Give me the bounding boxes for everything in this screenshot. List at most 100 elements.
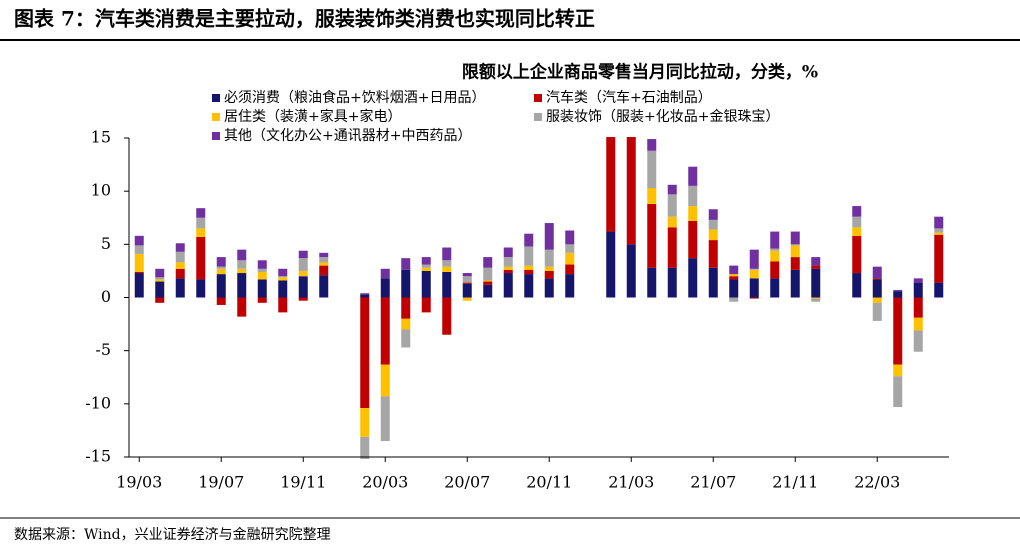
bar-segment xyxy=(503,247,513,258)
x-tick-label: 21/07 xyxy=(690,473,736,492)
bar-segment xyxy=(421,264,431,268)
bar-segment xyxy=(442,271,452,298)
bar-segment xyxy=(524,246,534,266)
bar-segment xyxy=(401,297,411,319)
bar-segment xyxy=(257,268,267,272)
bar-segment xyxy=(503,273,513,298)
bar-segment xyxy=(749,268,759,270)
bar-segment xyxy=(729,279,739,298)
bar-segment xyxy=(708,219,718,230)
bar-segment xyxy=(852,216,862,228)
bar-segment xyxy=(278,277,288,281)
bar-segment xyxy=(852,273,862,298)
legend-label: 必须消费（粮油食品+饮料烟酒+日用品） xyxy=(224,89,485,106)
bar-segment xyxy=(298,276,308,298)
bar-segment xyxy=(852,206,862,217)
x-tick-label: 20/03 xyxy=(362,473,408,492)
bar-segment xyxy=(913,317,923,331)
bar-segment xyxy=(893,364,903,377)
bar-segment xyxy=(852,227,862,236)
bar-segment xyxy=(872,266,882,279)
bar-segment xyxy=(134,273,144,298)
bar-segment xyxy=(483,267,493,281)
x-tick-label: 22/03 xyxy=(854,473,900,492)
bar-segment xyxy=(462,297,472,301)
bar-segment xyxy=(524,269,534,275)
bar-segment xyxy=(688,258,698,298)
bar-segment xyxy=(688,166,698,186)
bar-segment xyxy=(237,273,247,298)
bar-segment xyxy=(729,274,739,277)
bar-segment xyxy=(749,278,759,298)
bar-segment xyxy=(442,260,452,267)
bar-segment xyxy=(667,184,677,195)
bar-segment xyxy=(421,267,431,271)
bar-segment xyxy=(298,297,308,301)
x-tick-label: 21/11 xyxy=(772,473,818,492)
y-tick-label: -15 xyxy=(85,447,111,466)
bar-segment xyxy=(319,252,329,258)
bar-segment xyxy=(544,266,554,271)
bar-segment xyxy=(298,250,308,259)
bar-segment xyxy=(175,251,185,263)
bar-segment xyxy=(749,249,759,269)
bar-segment xyxy=(237,249,247,261)
bar-segment xyxy=(298,270,308,277)
bar-segment xyxy=(544,278,554,298)
bar-segment xyxy=(380,268,390,279)
bar-segment xyxy=(872,278,882,280)
bar-segment xyxy=(360,293,370,295)
bar-segment xyxy=(155,277,165,280)
bar-segment xyxy=(401,329,411,348)
bar-segment xyxy=(729,276,739,280)
bar-segment xyxy=(729,297,739,302)
bar-segment xyxy=(196,228,206,237)
bar-segment xyxy=(196,217,206,229)
bar-segment xyxy=(155,297,165,303)
bar-segment xyxy=(421,257,431,265)
bar-segment xyxy=(483,280,493,282)
bar-segment xyxy=(175,262,185,269)
bar-segment xyxy=(913,297,923,318)
bar-segment xyxy=(872,297,882,303)
bar-segment xyxy=(626,137,636,245)
bar-segment xyxy=(790,257,800,270)
bar-segment xyxy=(175,278,185,298)
bar-segment xyxy=(421,270,431,298)
bar-segment xyxy=(483,284,493,298)
y-tick-label: 10 xyxy=(91,181,111,200)
bar-segment xyxy=(770,278,780,298)
bar-segment xyxy=(647,150,657,188)
bar-segment xyxy=(565,252,575,265)
bar-segment xyxy=(196,236,206,280)
bar-segment xyxy=(380,396,390,442)
bar-segment xyxy=(667,216,677,228)
bar-segment xyxy=(360,436,370,459)
bar-segment xyxy=(524,233,534,247)
bar-segment xyxy=(257,260,267,269)
bar-segment xyxy=(483,281,493,285)
bar-segment xyxy=(544,270,554,279)
bar-segment xyxy=(565,244,575,253)
bar-segment xyxy=(770,248,780,251)
bar-segment xyxy=(257,279,267,298)
bar-segment xyxy=(667,194,677,217)
bar-segment xyxy=(216,274,226,298)
bar-segment xyxy=(237,268,247,274)
bar-segment xyxy=(647,139,657,151)
bar-segment xyxy=(216,257,226,267)
bar-segment xyxy=(893,290,903,292)
bar-segment xyxy=(934,282,944,298)
bar-segment xyxy=(811,257,821,266)
y-tick-label: 0 xyxy=(101,287,111,306)
y-tick-label: 5 xyxy=(101,234,111,253)
bar-segment xyxy=(647,267,657,298)
bar-segment xyxy=(606,137,616,232)
bar-segment xyxy=(544,249,554,267)
bar-segment xyxy=(503,269,513,274)
y-tick-label: -5 xyxy=(95,340,111,359)
bar-segment xyxy=(216,297,226,305)
bar-segment xyxy=(647,187,657,204)
bar-segment xyxy=(319,265,329,276)
bar-segment xyxy=(462,282,472,284)
